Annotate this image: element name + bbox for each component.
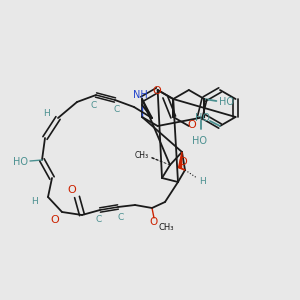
Text: O: O	[150, 217, 158, 227]
Text: CH₃: CH₃	[158, 224, 174, 232]
Text: C: C	[118, 212, 124, 221]
Text: O: O	[153, 86, 162, 96]
Text: C: C	[114, 106, 120, 115]
Text: C: C	[91, 100, 97, 109]
Text: O: O	[178, 157, 188, 167]
Text: H: H	[31, 197, 38, 206]
Text: CH₃: CH₃	[135, 151, 149, 160]
Text: C: C	[96, 215, 102, 224]
Polygon shape	[178, 152, 182, 168]
Text: HO: HO	[219, 97, 234, 107]
Text: O: O	[187, 120, 196, 130]
Text: H: H	[200, 178, 206, 187]
Text: O: O	[68, 185, 76, 195]
Text: HO: HO	[194, 113, 209, 123]
Text: HO: HO	[13, 157, 28, 167]
Text: NH: NH	[133, 90, 147, 100]
Text: H: H	[43, 109, 50, 118]
Text: HO: HO	[192, 136, 207, 146]
Text: O: O	[51, 215, 59, 225]
